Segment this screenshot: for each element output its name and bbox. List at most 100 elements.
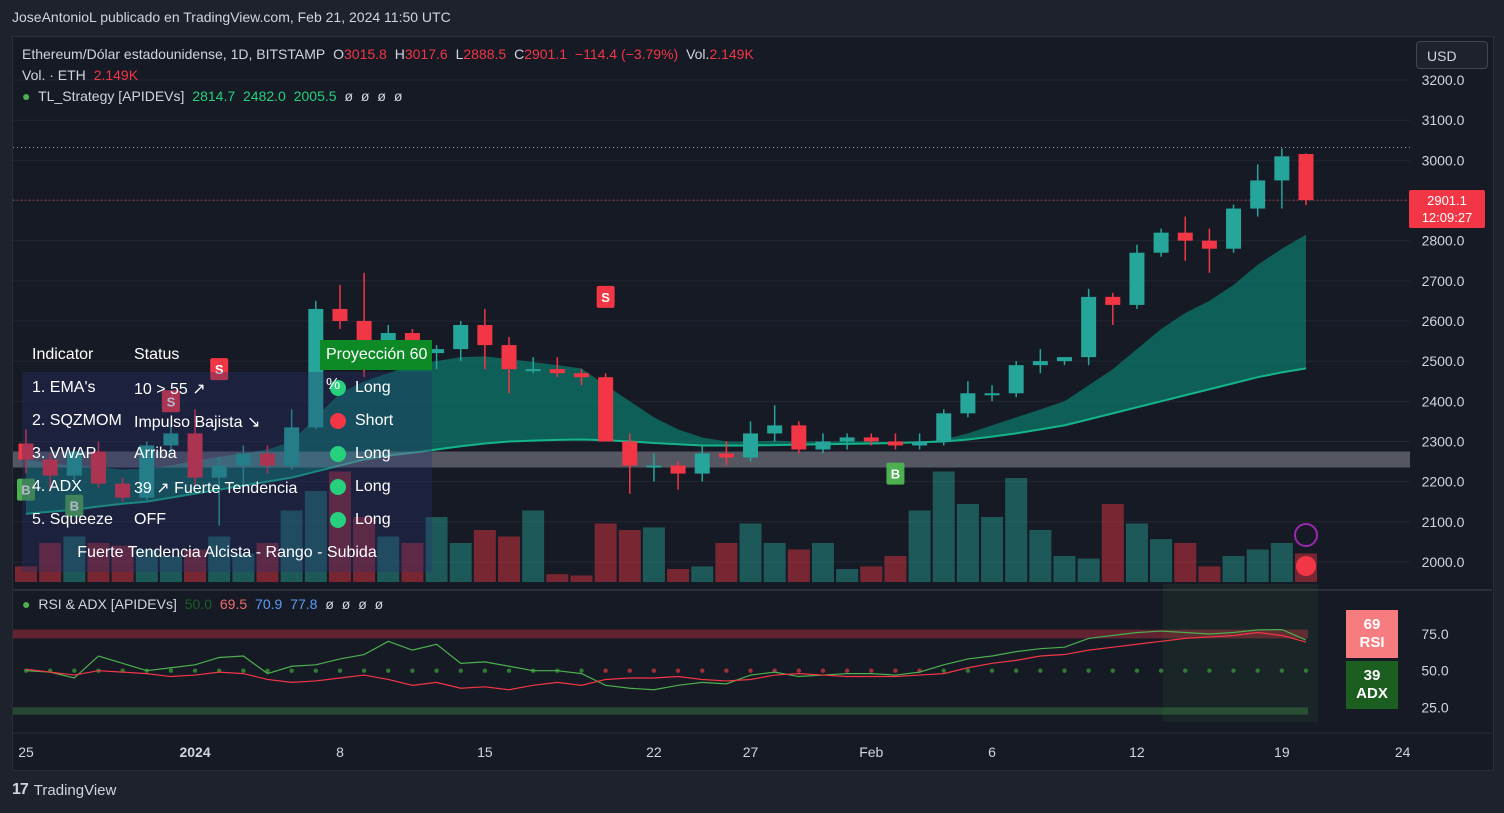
midline-dot bbox=[1183, 668, 1188, 673]
rsi-legend[interactable]: ● RSI & ADX [APIDEVs] 50.0 69.5 70.9 77.… bbox=[22, 596, 387, 612]
volume-bar bbox=[232, 553, 255, 582]
midline-dot bbox=[700, 668, 705, 673]
status-row-indicator: 2. SQZMOM bbox=[32, 412, 122, 429]
candle-body bbox=[936, 413, 952, 442]
signal-label bbox=[596, 285, 615, 308]
y-tick-label: 2500.0 bbox=[1422, 353, 1465, 369]
adx-tag-label: ADX bbox=[1356, 685, 1388, 702]
volume-bar bbox=[1125, 523, 1148, 582]
volume-bar bbox=[570, 575, 593, 582]
strategy-name: TL_Strategy [APIDEVs] bbox=[38, 88, 185, 104]
volume-bar bbox=[15, 566, 37, 582]
midline-dot bbox=[265, 668, 270, 673]
midline-dot bbox=[844, 668, 850, 673]
rsi-value: 70.9 bbox=[255, 596, 283, 612]
status-row-signal: Long bbox=[355, 445, 391, 462]
close-label: C bbox=[514, 46, 525, 62]
candle-body bbox=[1226, 208, 1242, 249]
volume-bar bbox=[1101, 504, 1124, 582]
volume-bar bbox=[1005, 478, 1028, 582]
candle-body bbox=[815, 441, 831, 450]
signal-label-text: B bbox=[21, 483, 30, 498]
x-tick-label: 27 bbox=[743, 744, 759, 760]
strategy-value: ø bbox=[377, 88, 386, 104]
rsi-tick-label: 75.0 bbox=[1421, 626, 1448, 642]
last-price: 2901.1 bbox=[1427, 193, 1467, 208]
volume-bar bbox=[425, 517, 448, 582]
candle-body bbox=[332, 308, 348, 321]
volume-bar bbox=[642, 527, 665, 582]
strategy-value: 2482.0 bbox=[243, 88, 286, 104]
volume-label: Vol. bbox=[686, 46, 710, 62]
volume-bar bbox=[594, 523, 617, 582]
volume-bar bbox=[39, 543, 62, 582]
y-tick-label: 2600.0 bbox=[1422, 313, 1465, 329]
strategy-value: ø bbox=[344, 88, 354, 104]
volume-bar bbox=[401, 543, 424, 582]
adx-tag-value: 39 bbox=[1363, 667, 1381, 684]
candle-body bbox=[42, 459, 58, 476]
status-row-status: 10 > 55 ↗ bbox=[134, 381, 206, 398]
frog-icon: ● bbox=[22, 88, 31, 104]
rsi-tag-label: RSI bbox=[1359, 634, 1385, 651]
volume-bar bbox=[256, 543, 279, 582]
publish-header: JoseAntonioL publicado en TradingView.co… bbox=[12, 9, 451, 25]
status-row-signal: Short bbox=[355, 412, 394, 429]
candle-body bbox=[1274, 156, 1290, 181]
frog-icon: ● bbox=[22, 596, 31, 612]
strategy-value: ø bbox=[393, 88, 403, 104]
candle-body bbox=[1032, 361, 1048, 366]
candle-body bbox=[1056, 357, 1072, 362]
rsi-value: 77.8 bbox=[290, 596, 318, 612]
y-tick-label: 3100.0 bbox=[1422, 112, 1465, 128]
candle-body bbox=[66, 451, 82, 476]
volume-bar bbox=[618, 530, 641, 582]
trend-zone-highlight bbox=[1163, 584, 1318, 722]
volume-bar bbox=[498, 536, 521, 582]
status-row-signal: Long bbox=[355, 478, 391, 495]
symbol-name: Ethereum/Dólar estadounidense, 1D, BITST… bbox=[22, 46, 326, 62]
candle-body bbox=[1081, 296, 1097, 358]
candle-body bbox=[1008, 365, 1024, 394]
volume-bar bbox=[667, 569, 690, 582]
candle-body bbox=[791, 425, 807, 450]
candle-body bbox=[308, 308, 324, 428]
candle-body bbox=[549, 369, 565, 374]
candle-body bbox=[887, 441, 903, 446]
currency-button[interactable]: USD bbox=[1416, 41, 1488, 69]
volume-bar bbox=[135, 549, 158, 582]
candle-body bbox=[18, 443, 34, 460]
y-tick-label: 2200.0 bbox=[1422, 474, 1465, 490]
candle-body bbox=[453, 325, 469, 350]
midline-dot bbox=[434, 668, 439, 673]
symbol-legend[interactable]: Ethereum/Dólar estadounidense, 1D, BITST… bbox=[22, 46, 758, 62]
candle-body bbox=[718, 453, 734, 458]
volume-legend[interactable]: Vol. · ETH 2.149K bbox=[22, 67, 142, 83]
volume-bar bbox=[63, 536, 86, 582]
midline-dot bbox=[386, 668, 391, 673]
last-price-tag: 2901.1 12:09:27 bbox=[1409, 190, 1485, 228]
volume-bar bbox=[522, 510, 545, 582]
tradingview-logo-icon: 17 bbox=[12, 781, 29, 798]
strategy-legend[interactable]: ● TL_Strategy [APIDEVs] 2814.7 2482.0 20… bbox=[22, 88, 406, 104]
midline-dot bbox=[675, 668, 681, 673]
strategy-value: ø bbox=[360, 88, 370, 104]
volume-bar bbox=[691, 566, 714, 582]
signal-label-text: B bbox=[891, 467, 900, 482]
volume-eth-value: 2.149K bbox=[93, 67, 139, 83]
candle-body bbox=[670, 465, 686, 474]
range-band bbox=[13, 451, 1410, 468]
candle-body bbox=[767, 425, 783, 434]
volume-bar bbox=[304, 491, 327, 582]
x-tick-label: 12 bbox=[1129, 744, 1145, 760]
midline-dot bbox=[1038, 668, 1043, 673]
signal-label bbox=[17, 478, 35, 501]
candle-body bbox=[1250, 180, 1266, 209]
candle-body bbox=[525, 369, 541, 372]
footer-brand[interactable]: 17 TradingView bbox=[12, 781, 116, 799]
status-row-status: Impulso Bajista ↘ bbox=[134, 414, 261, 431]
volume-bar bbox=[473, 530, 496, 582]
low-value: 2888.5 bbox=[463, 46, 507, 62]
volume-bar bbox=[87, 543, 110, 582]
